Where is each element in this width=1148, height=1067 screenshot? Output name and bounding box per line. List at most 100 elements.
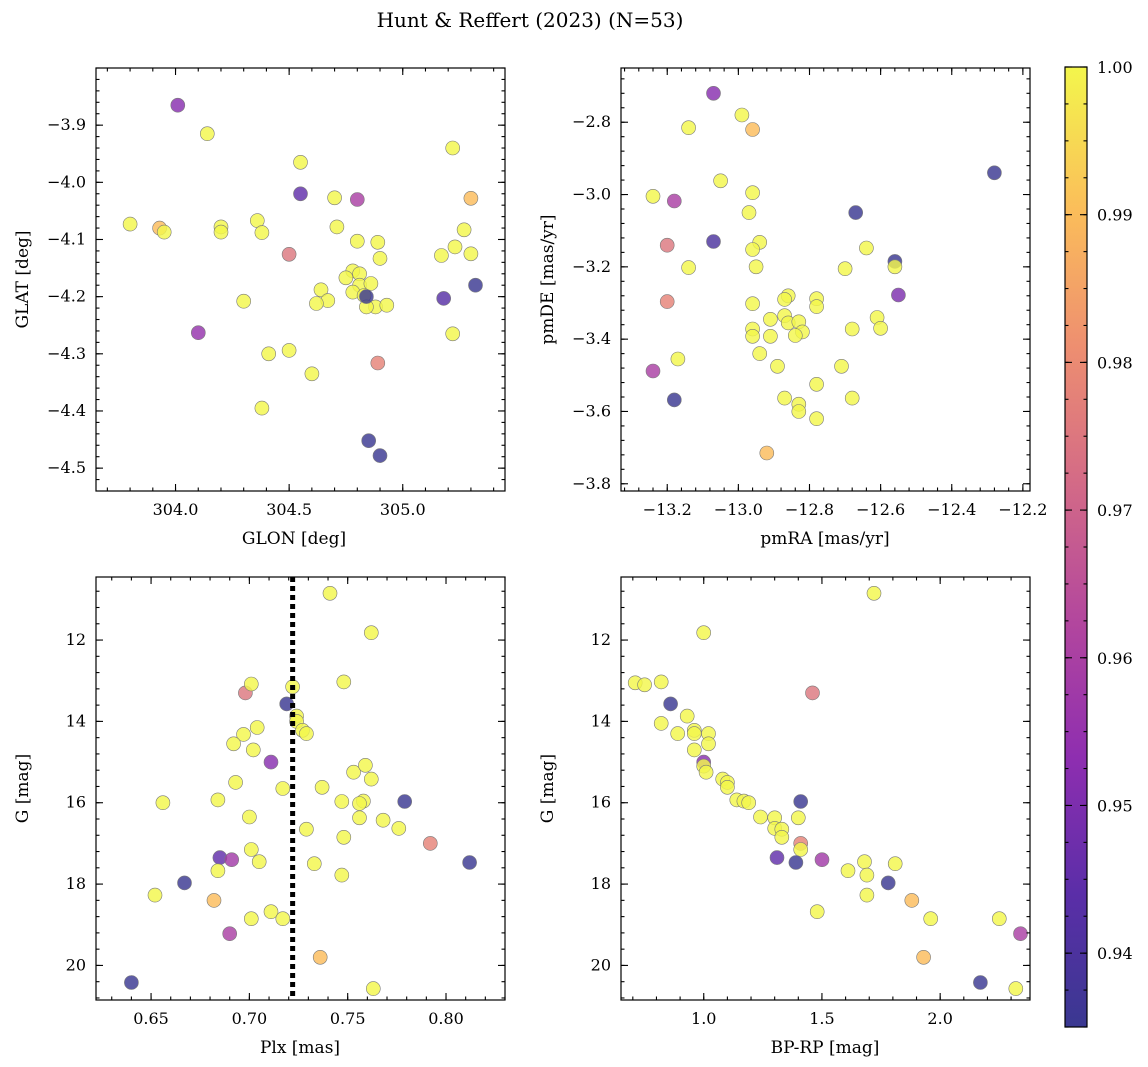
scatter-point bbox=[244, 911, 259, 927]
scatter-point bbox=[293, 155, 308, 170]
y-tick-label: −3.6 bbox=[572, 401, 611, 420]
scatter-point bbox=[249, 720, 265, 735]
y-tick-label: −3.2 bbox=[572, 257, 611, 276]
x-tick-label: −13.0 bbox=[714, 500, 763, 519]
x-axis-label: GLON [deg] bbox=[242, 529, 346, 549]
panel-plx-g: 0.65 0.70 0.75 0.80 12 14 16 18 20 Plx [mas] G [ma… bbox=[13, 576, 506, 1058]
y-axis-label: pmDE [mas/yr] bbox=[538, 214, 558, 344]
scatter-point bbox=[275, 781, 291, 796]
y-tick-label: −4.2 bbox=[47, 287, 86, 306]
scatter-point bbox=[788, 855, 804, 870]
scatter-point bbox=[314, 779, 330, 795]
scatter-point bbox=[226, 736, 241, 752]
x-tick-label: 305.0 bbox=[380, 500, 426, 519]
scatter-point bbox=[774, 829, 790, 845]
scatter-point bbox=[891, 287, 906, 303]
scatter-point bbox=[346, 764, 361, 780]
y-tick-label: 14 bbox=[591, 711, 611, 730]
scatter-point bbox=[670, 726, 686, 741]
scatter-point bbox=[359, 289, 374, 304]
scatter-point bbox=[787, 328, 803, 343]
x-axis-label: Plx [mas] bbox=[260, 1038, 340, 1058]
scatter-point bbox=[349, 192, 365, 207]
scatter-point bbox=[653, 716, 669, 731]
scatter-point bbox=[745, 328, 760, 344]
scatter-point bbox=[741, 795, 757, 811]
x-tick-label: 1.0 bbox=[691, 1009, 716, 1028]
scatter-point bbox=[844, 321, 860, 337]
scatter-point bbox=[866, 585, 882, 601]
scatter-points bbox=[627, 585, 1028, 996]
scatter-point bbox=[312, 949, 328, 965]
scatter-point bbox=[222, 926, 237, 942]
colorbar: 0.94 0.95 0.96 0.97 0.98 0.99 1.00 bbox=[1064, 58, 1133, 1028]
scatter-point bbox=[745, 185, 760, 200]
scatter-point bbox=[263, 754, 279, 770]
x-tick-label: −13.2 bbox=[643, 500, 692, 519]
scatter-point bbox=[734, 107, 750, 123]
scatter-point bbox=[659, 237, 675, 253]
scatter-point bbox=[880, 875, 896, 891]
scatter-point bbox=[769, 850, 785, 865]
scatter-point bbox=[857, 854, 872, 870]
colorbar-gradient bbox=[1065, 67, 1087, 1027]
x-tick-label: 0.70 bbox=[232, 1009, 268, 1028]
scatter-point bbox=[1008, 981, 1024, 996]
y-tick-label: 20 bbox=[591, 955, 611, 974]
scatter-point bbox=[306, 856, 322, 872]
scatter-point bbox=[681, 260, 696, 275]
scatter-point bbox=[468, 277, 483, 293]
scatter-point bbox=[281, 343, 297, 358]
scatter-point bbox=[358, 757, 373, 773]
scatter-point bbox=[206, 893, 222, 908]
scatter-point bbox=[254, 225, 270, 240]
scatter-point bbox=[848, 205, 864, 220]
y-tick-label: −3.4 bbox=[572, 329, 611, 348]
scatter-point bbox=[463, 191, 479, 206]
scatter-point bbox=[698, 764, 714, 780]
scatter-point bbox=[706, 234, 721, 249]
x-axis-label: pmRA [mas/yr] bbox=[760, 529, 889, 549]
scatter-point bbox=[147, 887, 163, 903]
scatter-points bbox=[645, 86, 1002, 461]
scatter-point bbox=[706, 86, 721, 101]
scatter-point bbox=[124, 975, 139, 990]
scatter-point bbox=[859, 867, 875, 883]
y-axis-label: GLAT [deg] bbox=[13, 230, 33, 328]
x-tick-label: −12.8 bbox=[785, 500, 834, 519]
scatter-point bbox=[645, 189, 661, 204]
scatter-point bbox=[261, 346, 277, 362]
scatter-point bbox=[338, 270, 354, 286]
scatter-point bbox=[293, 186, 308, 202]
scatter-point bbox=[334, 794, 350, 809]
x-tick-label: 0.75 bbox=[330, 1009, 366, 1028]
y-tick-label: −2.8 bbox=[572, 112, 611, 131]
scatter-point bbox=[763, 311, 778, 327]
y-tick-label: 18 bbox=[591, 874, 611, 893]
y-tick-label: 16 bbox=[66, 793, 86, 812]
scatter-point bbox=[336, 674, 352, 690]
scatter-point bbox=[200, 126, 215, 141]
colorbar-tick-label: 0.99 bbox=[1097, 206, 1133, 225]
scatter-point bbox=[745, 242, 760, 257]
scatter-point bbox=[322, 585, 338, 601]
scatter-point bbox=[1013, 926, 1028, 942]
scatter-point bbox=[228, 775, 243, 790]
scatter-point bbox=[304, 366, 320, 382]
scatter-point bbox=[363, 276, 379, 291]
x-tick-label: 304.0 bbox=[153, 500, 199, 519]
scatter-point bbox=[352, 810, 367, 826]
scatter-point bbox=[741, 205, 757, 220]
scatter-point bbox=[834, 358, 849, 374]
y-tick-label: −3.0 bbox=[572, 185, 611, 204]
scatter-point bbox=[445, 140, 461, 156]
scatter-point bbox=[752, 346, 768, 361]
scatter-point bbox=[447, 239, 463, 255]
scatter-point bbox=[923, 911, 939, 927]
scatter-point bbox=[309, 296, 324, 311]
scatter-point bbox=[745, 296, 760, 312]
scatter-point bbox=[436, 291, 452, 306]
x-tick-label: −12.4 bbox=[927, 500, 976, 519]
scatter-point bbox=[463, 246, 479, 262]
